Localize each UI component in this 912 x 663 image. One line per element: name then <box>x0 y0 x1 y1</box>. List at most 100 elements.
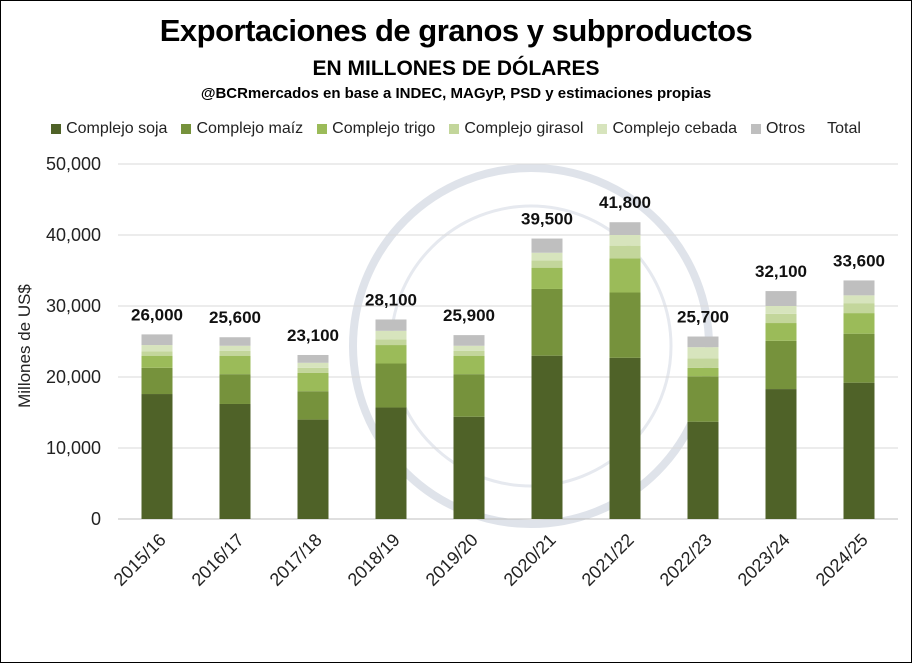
bar-segment <box>843 295 875 304</box>
legend-item: Otros <box>751 120 805 138</box>
bar-segment <box>687 358 719 368</box>
x-tick-label: 2018/19 <box>344 530 404 590</box>
bar-segment <box>297 354 329 363</box>
legend-swatch <box>597 124 608 134</box>
legend-item: Complejo maíz <box>181 120 303 138</box>
x-tick-label: 2015/16 <box>110 530 170 590</box>
bar-segment <box>687 376 719 422</box>
legend-swatch <box>317 124 328 134</box>
x-tick-label: 2019/20 <box>422 530 482 590</box>
bar-segment <box>453 345 485 351</box>
bar-segment <box>375 407 407 519</box>
total-label: 33,600 <box>833 251 885 270</box>
legend-label-total: Total <box>827 120 861 137</box>
y-axis-label: Millones de US$ <box>15 284 34 408</box>
bar-segment <box>375 330 407 340</box>
legend-label: Complejo girasol <box>464 120 584 137</box>
bar-segment <box>609 357 641 519</box>
y-tick-label: 10,000 <box>46 438 101 458</box>
bar-segment <box>843 313 875 334</box>
bar-segment <box>765 389 797 519</box>
legend-swatch <box>751 124 762 134</box>
bar-segment <box>297 419 329 519</box>
legend: Complejo soja Complejo maíz Complejo trigo… <box>1 120 911 138</box>
bar-segment <box>765 291 797 306</box>
total-label: 25,900 <box>443 306 495 325</box>
x-tick-label: 2017/18 <box>266 530 326 590</box>
legend-swatch <box>51 124 62 134</box>
x-tick-label: 2016/17 <box>188 530 248 590</box>
total-label: 23,100 <box>287 326 339 345</box>
bar-segment <box>765 323 797 341</box>
bar-segment <box>453 416 485 519</box>
bar-segment <box>453 355 485 375</box>
legend-swatch <box>181 124 192 134</box>
bar-segment <box>687 347 719 359</box>
total-label: 28,100 <box>365 290 417 309</box>
legend-label: Complejo cebada <box>612 120 738 137</box>
bar-segment <box>453 374 485 417</box>
bar-segment <box>765 340 797 390</box>
legend-label: Complejo maíz <box>196 120 304 137</box>
total-label: 25,600 <box>209 308 261 327</box>
bar-segment <box>531 252 563 261</box>
bar-segment <box>609 245 641 259</box>
bar-segment <box>375 363 407 408</box>
bar-segment <box>531 238 563 253</box>
bar-segment <box>141 334 173 346</box>
legend-label: Complejo trigo <box>332 120 436 137</box>
bar-segment <box>843 382 875 519</box>
y-tick-label: 20,000 <box>46 367 101 387</box>
x-tick-label: 2020/21 <box>500 530 560 590</box>
bar-segment <box>219 403 251 519</box>
bar-segment <box>843 280 875 296</box>
bar-segment <box>219 350 251 356</box>
bar-segment <box>531 355 563 519</box>
total-label: 26,000 <box>131 305 183 324</box>
bar-segment <box>297 391 329 420</box>
bar-segment <box>531 260 563 268</box>
bar-segment <box>297 367 329 373</box>
legend-item: Complejo girasol <box>449 120 583 138</box>
chart-title: Exportaciones de granos y subproductos <box>159 13 753 48</box>
bar-segment <box>141 345 173 352</box>
x-tick-label: 2024/25 <box>812 530 872 590</box>
x-tick-label: 2023/24 <box>734 530 794 590</box>
y-tick-label: 40,000 <box>46 225 101 245</box>
bar-segment <box>531 267 563 289</box>
legend-item: Complejo soja <box>51 120 167 138</box>
y-tick-label: 50,000 <box>46 154 101 174</box>
bar-segment <box>141 367 173 395</box>
bar-segment <box>843 303 875 314</box>
bar-segment <box>297 372 329 392</box>
bar-segment <box>609 258 641 293</box>
bar-segment <box>453 350 485 356</box>
bar-segment <box>687 336 719 348</box>
bar-segment <box>843 333 875 383</box>
bar-segment <box>141 351 173 356</box>
bar-segment <box>219 345 251 351</box>
bar-segment <box>609 235 641 246</box>
bar-segment <box>219 355 251 375</box>
bar-segment <box>453 335 485 346</box>
y-tick-label: 30,000 <box>46 296 101 316</box>
total-label: 41,800 <box>599 193 651 212</box>
bar-segment <box>141 355 173 368</box>
y-tick-label: 0 <box>91 509 101 529</box>
bar-segment <box>219 374 251 404</box>
total-label: 39,500 <box>521 210 573 229</box>
bar-segment <box>375 319 407 331</box>
bar-segment <box>765 306 797 314</box>
bar-segment <box>141 394 173 519</box>
bar-segment <box>219 337 251 346</box>
bar-segment <box>765 313 797 324</box>
bar-segment <box>297 362 329 368</box>
legend-item: Complejo trigo <box>317 120 435 138</box>
total-label: 25,700 <box>677 308 729 327</box>
x-tick-label: 2021/22 <box>578 530 638 590</box>
bar-segment <box>375 339 407 346</box>
x-tick-label: 2022/23 <box>656 530 716 590</box>
bar-segment <box>687 421 719 519</box>
legend-swatch <box>449 124 460 134</box>
